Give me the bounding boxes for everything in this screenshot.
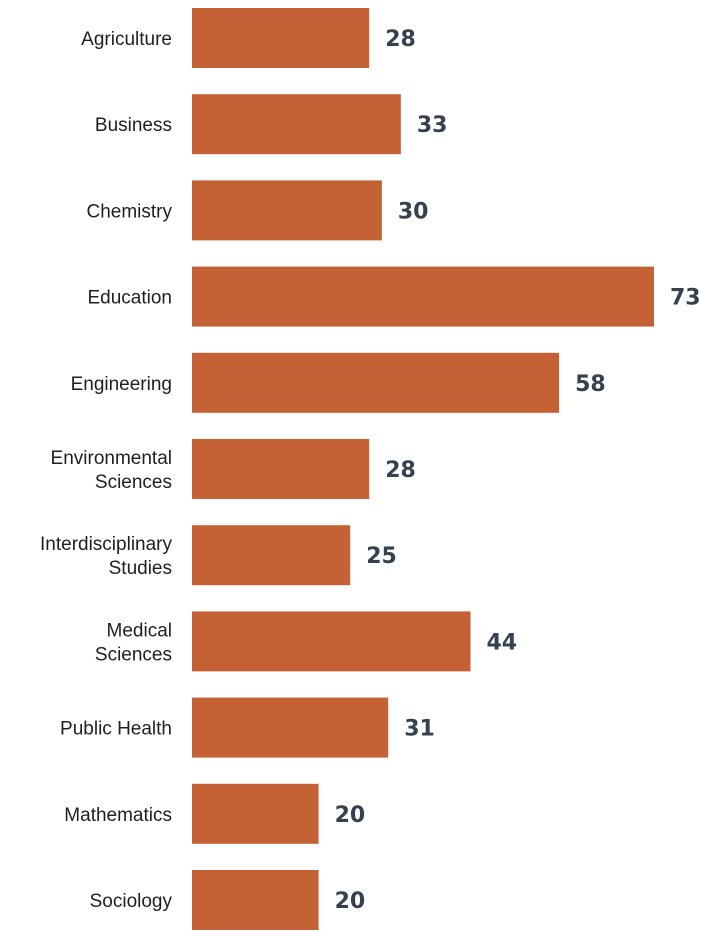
bar (192, 439, 370, 499)
category-label-line: Business (95, 115, 172, 136)
category-label: Medical Sciences (95, 620, 172, 665)
value-label: 25 (366, 544, 397, 569)
bar-row: Chemistry 30 (86, 180, 429, 241)
bar-row: Mathematics 20 (64, 783, 366, 844)
value-label: 44 (486, 630, 517, 655)
bar-row: Agriculture 28 (81, 8, 416, 68)
bar-row: Business 33 (95, 94, 448, 155)
category-label-line: Studies (109, 558, 172, 579)
bar (192, 611, 471, 672)
category-label-line: Engineering (71, 374, 172, 395)
category-label-line: Medical (107, 620, 172, 641)
category-label-line: Agriculture (81, 29, 172, 50)
bar (192, 870, 319, 930)
value-label: 73 (670, 286, 701, 311)
category-label-line: Sciences (95, 644, 172, 665)
category-label: Environmental Sciences (51, 448, 172, 493)
category-label-line: Public Health (60, 719, 172, 740)
category-label-line: Sociology (90, 891, 173, 912)
category-label: Mathematics (64, 805, 172, 826)
category-label-line: Sciences (95, 472, 172, 493)
category-label: Public Health (60, 719, 172, 740)
bar (192, 525, 351, 586)
bar (192, 180, 382, 241)
bar-row: Interdisciplinary Studies 25 (40, 525, 397, 586)
bar-row: Education 73 (87, 266, 701, 327)
category-label: Agriculture (81, 29, 172, 50)
bar (192, 352, 560, 413)
category-label-line: Interdisciplinary (40, 534, 172, 555)
category-label-line: Mathematics (64, 805, 172, 826)
category-label: Sociology (90, 891, 173, 912)
bar-row: Environmental Sciences 28 (51, 439, 416, 499)
value-label: 30 (398, 199, 429, 224)
category-label: Engineering (71, 374, 172, 395)
category-label: Chemistry (86, 201, 172, 222)
bar-row: Public Health 31 (60, 697, 435, 758)
bar-row: Medical Sciences 44 (95, 611, 517, 672)
value-label: 20 (335, 803, 366, 828)
value-label: 58 (575, 372, 606, 397)
category-label: Business (95, 115, 172, 136)
bar (192, 266, 654, 327)
value-label: 33 (417, 113, 448, 138)
category-label-line: Education (87, 288, 172, 309)
bar (192, 697, 389, 758)
bar-row: Sociology 20 (90, 870, 366, 930)
bar (192, 94, 401, 155)
category-label: Interdisciplinary Studies (40, 534, 172, 579)
value-label: 31 (404, 717, 435, 742)
bar (192, 783, 319, 844)
category-label-line: Chemistry (86, 201, 172, 222)
value-label: 20 (335, 889, 366, 914)
value-label: 28 (385, 27, 416, 52)
category-label-line: Environmental (51, 448, 172, 469)
category-label: Education (87, 288, 172, 309)
value-label: 28 (385, 458, 416, 483)
bar (192, 8, 370, 68)
bar-row: Engineering 58 (71, 352, 606, 413)
